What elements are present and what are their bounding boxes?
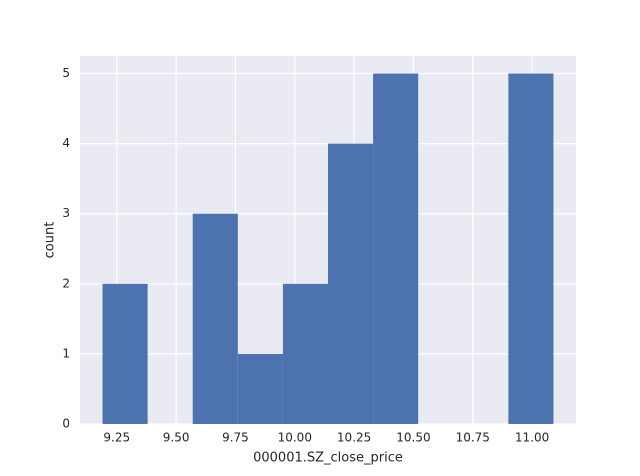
y-tick-label: 5 (62, 66, 70, 80)
x-axis-label: 000001.SZ_close_price (253, 451, 403, 466)
y-tick-label: 1 (62, 346, 70, 360)
bar (508, 73, 554, 425)
y-tick-label: 4 (62, 136, 70, 150)
bar (192, 213, 238, 424)
x-tick-label: 9.75 (222, 431, 249, 445)
x-tick-label: 10.50 (396, 431, 430, 445)
y-tick-label: 3 (62, 206, 70, 220)
y-axis-label: count (43, 222, 58, 259)
x-tick-label: 10.75 (456, 431, 490, 445)
y-tick-label: 2 (62, 276, 70, 290)
bar (328, 143, 374, 424)
y-tick-label: 0 (62, 417, 70, 431)
x-tick-label: 10.25 (337, 431, 371, 445)
x-tick-label: 11.00 (515, 431, 549, 445)
bar (237, 353, 283, 424)
x-tick-label: 9.50 (163, 431, 190, 445)
x-tick-label: 9.25 (103, 431, 130, 445)
x-tick-label: 10.00 (278, 431, 312, 445)
bar (373, 73, 419, 425)
bar (282, 283, 328, 424)
bar (102, 283, 148, 424)
